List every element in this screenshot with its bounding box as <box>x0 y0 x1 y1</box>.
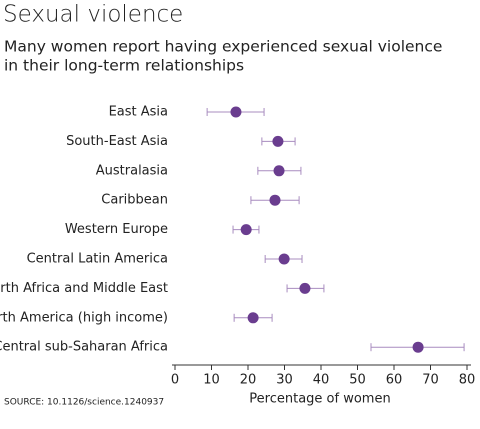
x-tick-label: 60 <box>386 373 403 388</box>
dot <box>278 253 290 265</box>
dot <box>273 165 285 177</box>
y-tick-label: Western Europe <box>65 222 168 237</box>
dot <box>269 194 281 206</box>
x-axis-label: Percentage of women <box>249 392 390 407</box>
y-tick-label: Central sub-Saharan Africa <box>0 340 168 355</box>
chart-subtitle: in their long-term relationships <box>4 57 244 75</box>
dot <box>240 224 252 236</box>
x-tick-label: 20 <box>240 373 257 388</box>
x-tick-label: 70 <box>422 373 439 388</box>
dot <box>299 282 311 294</box>
chart-subtitle: Many women report having experienced sex… <box>4 38 442 56</box>
x-tick-label: 80 <box>459 373 476 388</box>
source: SOURCE: 10.1126/science.1240937 <box>4 398 164 408</box>
y-tick-label: East Asia <box>109 105 168 120</box>
x-tick-label: 0 <box>171 373 179 388</box>
y-tick-label: South-East Asia <box>66 134 168 149</box>
y-tick-label: North America (high income) <box>0 310 168 325</box>
y-tick-label: Australasia <box>96 163 168 178</box>
chart-title: Sexual violence <box>3 2 183 28</box>
y-tick-label: Caribbean <box>101 193 168 208</box>
y-tick-label: North Africa and Middle East <box>0 281 168 296</box>
x-tick-label: 40 <box>313 373 330 388</box>
dot <box>272 135 284 147</box>
dot <box>412 341 424 353</box>
y-tick-label: Central Latin America <box>27 252 168 267</box>
dot <box>247 312 259 324</box>
x-tick-label: 50 <box>349 373 366 388</box>
x-tick-label: 10 <box>203 373 220 388</box>
x-tick-label: 30 <box>276 373 293 388</box>
dot <box>230 106 242 118</box>
